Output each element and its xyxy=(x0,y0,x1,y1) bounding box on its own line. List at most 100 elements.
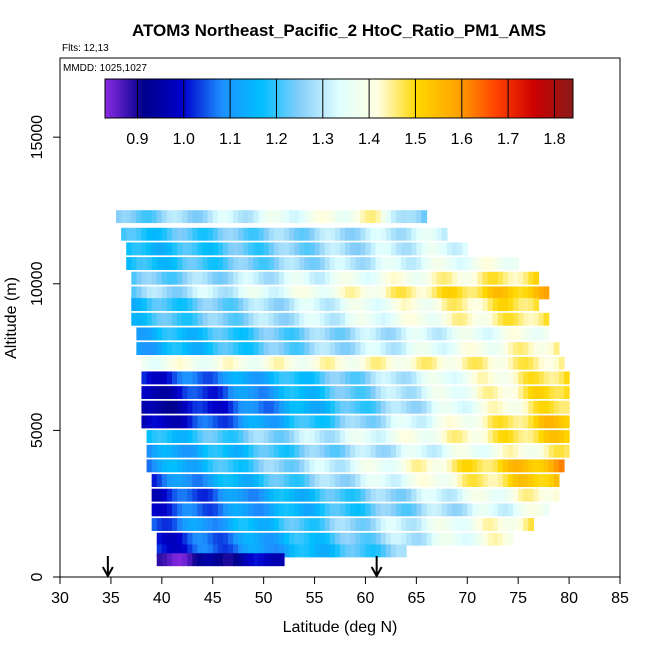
heatmap-cell xyxy=(222,503,229,517)
heatmap-cell xyxy=(497,415,504,429)
heatmap-cell xyxy=(401,342,407,356)
heatmap-cell xyxy=(187,342,193,356)
heatmap-cell xyxy=(421,415,428,429)
heatmap-cell xyxy=(263,298,270,312)
heatmap-cell xyxy=(324,257,331,271)
heatmap-cell xyxy=(396,371,402,385)
heatmap-cell xyxy=(222,444,229,458)
heatmap-cell xyxy=(151,227,158,241)
heatmap-cell xyxy=(340,257,346,271)
heatmap-cell xyxy=(467,257,473,271)
heatmap-cell xyxy=(166,544,173,558)
heatmap-cell xyxy=(380,430,387,444)
heatmap-cell xyxy=(273,415,280,429)
heatmap-cell xyxy=(217,257,224,271)
heatmap-cell xyxy=(182,242,188,256)
heatmap-cell xyxy=(329,356,336,370)
heatmap-cell xyxy=(365,386,372,400)
heatmap-cell xyxy=(284,298,290,312)
heatmap-cell xyxy=(426,242,433,256)
heatmap-cell xyxy=(390,271,397,285)
heatmap-cell xyxy=(375,544,382,558)
heatmap-cell xyxy=(523,298,529,312)
heatmap-cell xyxy=(452,327,458,341)
heatmap-cell xyxy=(248,400,255,414)
heatmap-cell xyxy=(441,327,448,341)
heatmap-cell xyxy=(294,271,300,285)
heatmap-cell xyxy=(416,444,423,458)
heatmap-cell xyxy=(385,327,392,341)
heatmap-cell xyxy=(436,356,443,370)
heatmap-cell xyxy=(263,210,270,224)
heatmap-cell xyxy=(187,386,193,400)
heatmap-cell xyxy=(289,430,295,444)
heatmap-cell xyxy=(416,210,423,224)
heatmap-cell xyxy=(380,371,387,385)
heatmap-cell xyxy=(564,444,570,458)
heatmap-cell xyxy=(421,342,428,356)
heatmap-cell xyxy=(492,257,499,271)
heatmap-cell xyxy=(197,503,204,517)
heatmap-cell xyxy=(396,459,402,473)
heatmap-cell xyxy=(528,327,535,341)
heatmap-cell xyxy=(172,386,178,400)
heatmap-cell xyxy=(187,400,193,414)
heatmap-cell xyxy=(319,532,326,546)
heatmap-cell xyxy=(304,356,311,370)
heatmap-cell xyxy=(375,444,382,458)
x-tick-label: 35 xyxy=(102,590,120,607)
heatmap-cell xyxy=(528,488,535,502)
heatmap-cell xyxy=(543,386,550,400)
heatmap-cell xyxy=(182,444,188,458)
heatmap-cell xyxy=(156,474,163,487)
heatmap-cell xyxy=(457,444,463,458)
heatmap-cell xyxy=(182,415,188,429)
heatmap-cell xyxy=(228,257,234,271)
heatmap-cell xyxy=(401,503,407,517)
heatmap-cell xyxy=(396,356,402,370)
heatmap-cell xyxy=(248,257,255,271)
heatmap-cell xyxy=(207,356,214,370)
heatmap-cell xyxy=(217,532,224,546)
heatmap-cell xyxy=(558,444,565,458)
heatmap-cell xyxy=(202,227,209,241)
heatmap-cell xyxy=(299,210,305,224)
heatmap-cell xyxy=(284,257,290,271)
heatmap-cell xyxy=(370,210,377,224)
heatmap-cell xyxy=(426,386,433,400)
heatmap-cell xyxy=(477,386,484,400)
heatmap-cell xyxy=(187,532,193,546)
heatmap-cell xyxy=(472,474,479,487)
heatmap-cell xyxy=(482,518,489,531)
heatmap-cell xyxy=(538,400,545,414)
heatmap-cell xyxy=(161,415,168,429)
heatmap-cell xyxy=(258,356,265,370)
heatmap-cell xyxy=(263,488,270,502)
heatmap-cell xyxy=(533,342,540,356)
heatmap-cell xyxy=(355,532,361,546)
heatmap-cell xyxy=(197,415,204,429)
heatmap-cell xyxy=(462,532,468,546)
heatmap-cell xyxy=(497,400,504,414)
heatmap-cell xyxy=(156,286,163,300)
heatmap-cell xyxy=(472,286,479,300)
heatmap-cell xyxy=(396,488,402,502)
heatmap-cell xyxy=(436,227,443,241)
heatmap-cell xyxy=(523,503,529,517)
heatmap-cell xyxy=(340,459,346,473)
heatmap-cell xyxy=(553,371,560,385)
heatmap-cell xyxy=(558,459,565,473)
heatmap-cell xyxy=(324,488,331,502)
heatmap-cell xyxy=(197,430,204,444)
heatmap-cell xyxy=(421,298,428,312)
heatmap-cell xyxy=(538,503,545,517)
heatmap-cell xyxy=(533,459,540,473)
heatmap-cell xyxy=(365,271,372,285)
heatmap-cell xyxy=(523,459,529,473)
heatmap-cell xyxy=(431,415,438,429)
heatmap-cell xyxy=(406,532,412,546)
heatmap-cell xyxy=(309,415,316,429)
heatmap-cell xyxy=(350,386,356,400)
heatmap-cell xyxy=(294,210,300,224)
heatmap-cell xyxy=(528,430,535,444)
